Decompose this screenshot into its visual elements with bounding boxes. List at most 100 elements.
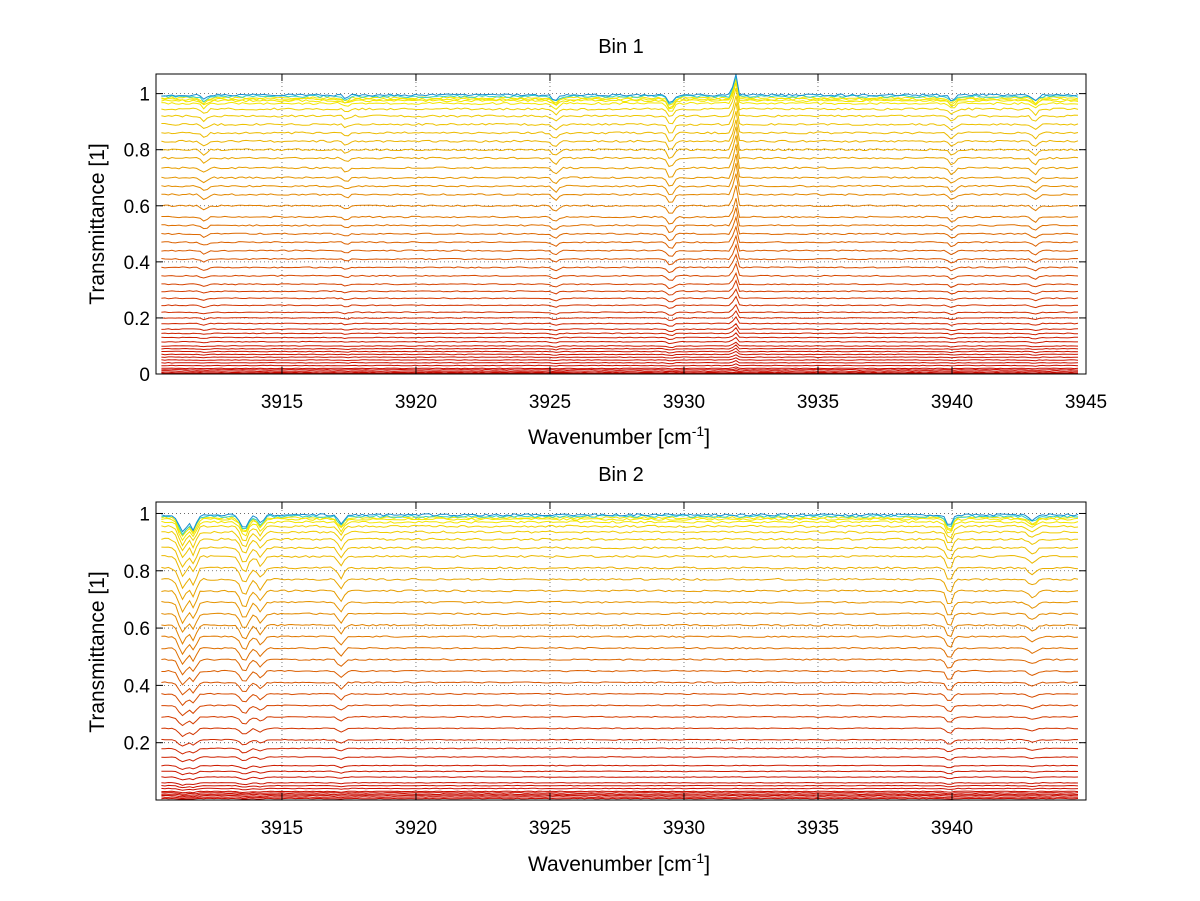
y-axis-ticks: 0 0.2 0.4 0.6 0.8 1 (124, 85, 1086, 386)
series-line (161, 341, 1079, 349)
x-tick-label: 3930 (663, 818, 705, 839)
subplot-bin-2: Bin 2 3915 3920 3925 3930 3935 3940 0.2 0.4 0.6… (86, 464, 1087, 876)
x-tick-label: 3945 (1065, 392, 1107, 413)
series-line (161, 360, 1079, 365)
series-lines (161, 74, 1079, 374)
y-tick-label: 0.4 (124, 676, 151, 697)
series-line (161, 623, 1079, 645)
series-line (161, 111, 1079, 142)
series-line (161, 546, 1079, 568)
y-tick-label: 1 (139, 504, 150, 525)
series-line (161, 357, 1079, 362)
series-line (161, 87, 1079, 117)
x-tick-label: 3935 (797, 392, 839, 413)
series-line (161, 126, 1079, 160)
series-line (161, 369, 1079, 373)
series-line (161, 79, 1079, 110)
x-tick-label: 3935 (797, 818, 839, 839)
y-tick-label: 0.8 (124, 141, 150, 162)
series-line (161, 271, 1079, 290)
series-line (161, 635, 1079, 656)
series-line (161, 520, 1079, 542)
series-line (161, 784, 1079, 789)
series-line (161, 715, 1079, 727)
x-tick-label: 3920 (395, 818, 437, 839)
series-line (161, 554, 1079, 578)
series-line (161, 215, 1079, 242)
series-line (161, 756, 1079, 763)
series-line (161, 517, 1079, 537)
series-line (161, 787, 1079, 791)
series-line (161, 154, 1079, 187)
series-line (161, 253, 1079, 274)
series-line (161, 74, 1079, 103)
series-line (161, 790, 1079, 794)
series-line (161, 747, 1079, 755)
y-axis-label: Transmittance [1] (86, 143, 109, 304)
series-line (161, 793, 1079, 797)
series-line (161, 95, 1079, 125)
series-line (161, 589, 1079, 614)
series-line (161, 692, 1079, 707)
series-line (161, 513, 1079, 533)
series-line (161, 82, 1079, 112)
y-tick-label: 0 (139, 365, 150, 386)
x-tick-label: 3940 (931, 818, 973, 839)
series-line (161, 537, 1078, 559)
series-line (161, 727, 1078, 738)
series-line (161, 354, 1079, 359)
x-tick-label: 3930 (663, 392, 705, 413)
x-axis-ticks: 3915 3920 3925 3930 3935 3940 (261, 502, 973, 839)
series-line (161, 279, 1079, 296)
series-line (161, 704, 1079, 717)
series-line (161, 295, 1078, 309)
x-tick-label: 3925 (529, 818, 571, 839)
series-line (161, 119, 1079, 150)
series-line (161, 368, 1079, 371)
subplot-bin-1: Bin 1 3915 3920 3925 3930 3935 3940 3945 00.20… (86, 36, 1107, 449)
series-line (161, 234, 1079, 257)
series-line (161, 738, 1079, 747)
y-axis-label: Transmittance [1] (86, 571, 109, 732)
series-line (161, 347, 1079, 354)
series-line (161, 326, 1078, 337)
y-tick-label: 0.6 (124, 619, 150, 640)
x-tick-label: 3915 (261, 392, 303, 413)
series-line (161, 577, 1079, 601)
x-tick-label: 3925 (529, 392, 571, 413)
y-tick-label: 1 (139, 85, 150, 106)
series-line (161, 764, 1079, 771)
x-tick-label: 3940 (931, 392, 973, 413)
series-line (161, 658, 1079, 676)
series-line (161, 363, 1079, 367)
series-line (161, 207, 1079, 234)
y-tick-label: 0.4 (124, 253, 151, 274)
series-line (161, 796, 1079, 799)
series-line (161, 770, 1079, 776)
series-line (161, 681, 1079, 696)
series-line (161, 669, 1079, 686)
chart-title: Bin 2 (598, 464, 644, 486)
x-tick-label: 3920 (395, 392, 437, 413)
series-line (161, 781, 1079, 786)
series-line (161, 350, 1079, 357)
plot-area-frame (155, 501, 1087, 801)
series-line (161, 524, 1079, 547)
series-line (161, 322, 1079, 333)
series-line (161, 224, 1079, 249)
series-line (161, 102, 1079, 134)
x-axis-ticks: 3915 3920 3925 3930 3935 3940 3945 (261, 74, 1107, 413)
series-line (161, 198, 1079, 225)
y-axis-ticks: 0.2 0.4 0.6 0.8 1 (124, 504, 1086, 755)
series-line (161, 776, 1079, 781)
series-line (161, 332, 1078, 341)
series-line (161, 336, 1078, 345)
x-axis-label: Wavenumber [cm-1] (528, 423, 710, 449)
series-line (161, 646, 1079, 666)
series-line (161, 144, 1079, 178)
grid-lines (156, 502, 1086, 800)
series-line (161, 163, 1079, 196)
series-line (161, 600, 1079, 625)
series-line (161, 243, 1079, 266)
